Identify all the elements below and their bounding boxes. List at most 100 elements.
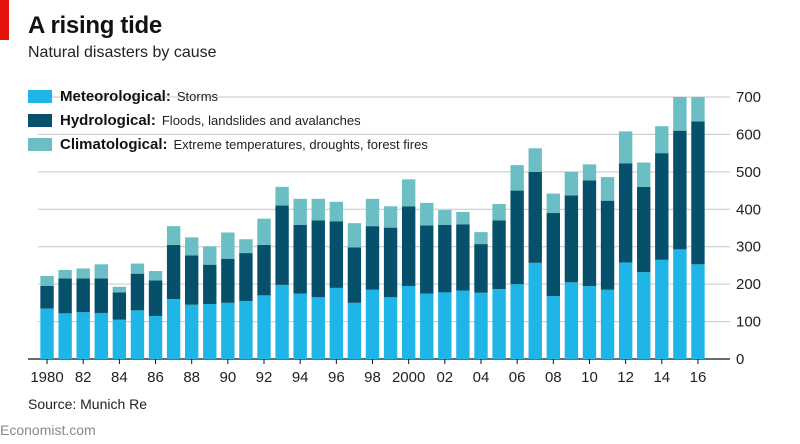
x-tick-label: 14 [653, 369, 670, 386]
bar-climatological-2010 [582, 164, 597, 181]
bar-meteorological-1983 [94, 312, 108, 359]
bar-climatological-1989 [203, 246, 217, 265]
x-tick-label: 2000 [392, 369, 425, 386]
bar-meteorological-2012 [618, 262, 633, 359]
y-tick-label: 600 [736, 126, 761, 143]
bar-meteorological-1980 [40, 308, 54, 359]
bar-climatological-2011 [600, 177, 615, 201]
bar-climatological-1980 [40, 275, 54, 287]
bar-climatological-1983 [94, 264, 108, 279]
y-tick-label: 700 [736, 89, 761, 106]
legend-description: Extreme temperatures, droughts, forest f… [173, 136, 428, 152]
bar-climatological-1984 [112, 286, 127, 293]
bar-hydrological-2005 [492, 220, 506, 289]
bar-meteorological-1996 [329, 287, 344, 359]
bar-hydrological-1983 [94, 278, 108, 313]
bar-meteorological-1993 [275, 284, 289, 359]
bar-climatological-2012 [618, 131, 633, 164]
bar-climatological-1992 [257, 218, 271, 245]
bar-hydrological-2013 [637, 186, 651, 273]
bar-climatological-2016 [691, 97, 705, 122]
bar-hydrological-2008 [546, 213, 560, 297]
bar-climatological-2013 [637, 162, 651, 187]
bar-meteorological-1995 [311, 297, 325, 359]
bar-hydrological-1998 [365, 226, 380, 290]
bar-climatological-1997 [347, 223, 362, 248]
bars [40, 97, 705, 359]
bar-hydrological-1995 [311, 220, 325, 298]
bar-meteorological-2000 [401, 286, 416, 359]
x-tick-label: 06 [509, 369, 526, 386]
legend-swatch-climatological [28, 137, 52, 151]
bar-meteorological-2005 [492, 289, 506, 359]
y-tick-label: 500 [736, 164, 761, 181]
bar-climatological-2002 [438, 210, 452, 225]
x-tick-label: 92 [256, 369, 273, 386]
bar-climatological-2004 [474, 232, 488, 245]
bar-hydrological-1994 [293, 225, 307, 294]
legend-description: Floods, landslides and avalanches [161, 112, 361, 128]
bar-climatological-2008 [546, 193, 560, 214]
bar-hydrological-1997 [347, 247, 362, 303]
bar-meteorological-2015 [673, 249, 687, 359]
bar-climatological-1985 [130, 263, 145, 274]
legend-label: Meteorological: [60, 87, 171, 105]
bar-meteorological-1997 [347, 302, 362, 359]
bar-climatological-1986 [148, 271, 163, 281]
bar-hydrological-2009 [564, 195, 579, 283]
bar-hydrological-2007 [528, 171, 542, 263]
bar-climatological-1988 [185, 237, 199, 256]
bar-meteorological-2001 [420, 293, 434, 359]
x-tick-label: 16 [690, 369, 707, 386]
legend-item-meteorological: Meteorological: Storms [28, 84, 428, 108]
bar-hydrological-1982 [76, 278, 90, 313]
y-tick-label: 400 [736, 201, 761, 218]
y-tick-label: 300 [736, 239, 761, 256]
bar-meteorological-2004 [474, 292, 488, 359]
bar-climatological-2007 [528, 148, 542, 172]
legend-swatch-hydrological [28, 113, 52, 127]
bar-climatological-1993 [275, 186, 289, 206]
bar-hydrological-1986 [148, 280, 163, 316]
bar-meteorological-2002 [438, 292, 452, 359]
bar-hydrological-1991 [239, 253, 253, 301]
bar-climatological-2000 [401, 179, 416, 207]
y-tick-label: 100 [736, 314, 761, 331]
x-tick-label: 04 [473, 369, 490, 386]
x-tick-label: 82 [75, 369, 92, 386]
x-tick-label: 94 [292, 369, 309, 386]
bar-hydrological-1988 [185, 255, 199, 305]
x-tick-label: 88 [183, 369, 200, 386]
bar-meteorological-1994 [293, 293, 307, 359]
x-tick-label: 84 [111, 369, 128, 386]
bar-climatological-2001 [420, 202, 434, 226]
bar-meteorological-2016 [691, 264, 705, 359]
bar-hydrological-1992 [257, 244, 271, 296]
bar-hydrological-1993 [275, 205, 289, 285]
bar-meteorological-1987 [166, 299, 181, 359]
bar-meteorological-2003 [456, 290, 470, 359]
x-tick-label: 86 [147, 369, 164, 386]
bar-hydrological-2014 [655, 153, 669, 260]
y-tick-label: 200 [736, 276, 761, 293]
legend-label: Climatological: [60, 135, 168, 153]
bar-hydrological-2003 [456, 224, 470, 291]
bar-climatological-1998 [365, 198, 380, 227]
bar-climatological-2003 [456, 211, 470, 225]
x-tick-label: 12 [617, 369, 634, 386]
bar-meteorological-1984 [112, 319, 127, 359]
bar-climatological-1987 [166, 226, 181, 245]
bar-climatological-1995 [311, 198, 325, 221]
bar-hydrological-2016 [691, 121, 705, 265]
bar-meteorological-1989 [203, 303, 217, 359]
bar-hydrological-2006 [510, 190, 524, 285]
x-tick-label: 90 [220, 369, 237, 386]
x-tick-label: 02 [436, 369, 453, 386]
bar-hydrological-1999 [383, 227, 398, 298]
bar-hydrological-2015 [673, 130, 687, 250]
bar-climatological-2009 [564, 171, 579, 196]
bar-climatological-1996 [329, 201, 344, 222]
bar-climatological-1991 [239, 239, 253, 254]
bar-meteorological-1985 [130, 310, 145, 359]
